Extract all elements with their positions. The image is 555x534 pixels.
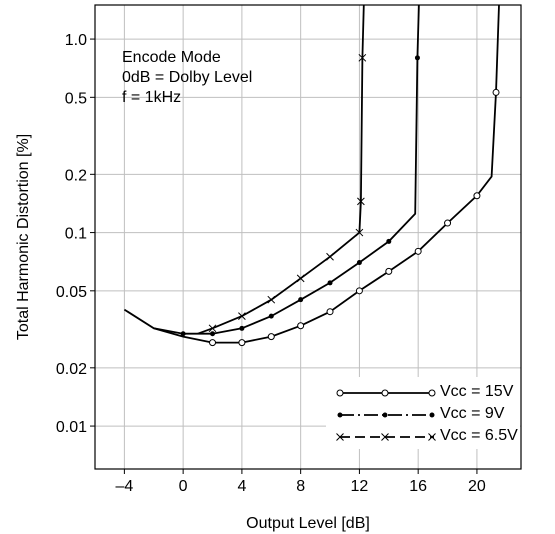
data-point-6-5v [296,274,305,283]
data-point-9v [386,238,392,244]
legend-marker-15v [336,389,344,397]
legend-marker-6-5v [428,433,436,441]
data-point-9v [239,325,245,331]
data-point-6-5v [267,295,276,304]
data-point-9v [327,280,333,286]
x-tick-label: 20 [468,478,486,495]
y-tick-label: 0.1 [65,226,87,243]
annotation-dolby-level: 0dB = Dolby Level [122,69,253,86]
plot-frame [94,4,522,470]
y-tick-label: 0.02 [56,361,87,378]
legend-marker-9v [382,412,388,418]
data-point-15v [209,339,217,347]
x-tick-label: 16 [409,478,427,495]
series-line-6-5v [197,5,365,335]
y-axis-label: Total Harmonic Distortion [%] [15,134,32,340]
data-point-9v [210,331,216,337]
data-point-15v [267,333,275,341]
y-tick-label: 1.0 [65,32,87,49]
annotation-encode-mode: Encode Mode [122,49,221,66]
annotation-frequency: f = 1kHz [122,89,182,106]
data-point-9v [414,55,420,61]
y-tick-label: 0.01 [56,419,87,436]
data-point-6-5v [208,324,217,333]
legend-marker-15v [381,389,389,397]
data-point-15v [492,88,500,96]
legend-marker-15v [428,389,436,397]
x-tick-label: 4 [237,478,246,495]
y-tick-label: 0.2 [65,167,87,184]
series-line-15v [123,5,500,344]
data-point-9v [356,260,362,266]
legend-label-6-5v: Vcc = 6.5V [440,427,518,444]
x-tick-label: 0 [179,478,188,495]
x-tick-label: –4 [115,478,133,495]
y-tick-label: 0.5 [65,90,87,107]
data-point-6-5v [357,197,365,206]
data-point-15v [326,308,334,316]
data-point-9v [298,297,304,303]
data-point-6-5v [355,228,364,237]
legend-label-9v: Vcc = 9V [440,405,505,422]
legend-marker-6-5v [336,433,344,441]
legend-marker-6-5v [381,433,389,441]
data-point-15v [473,192,481,200]
data-point-6-5v [358,53,367,62]
legend-marker-9v [429,412,435,418]
data-point-15v [444,219,452,227]
data-point-15v [238,339,246,347]
series-line-9v [153,5,420,335]
data-point-9v [268,313,274,319]
data-point-15v [297,322,305,330]
y-tick-label: 0.05 [56,284,87,301]
data-point-15v [385,267,393,275]
data-point-15v [355,287,363,295]
legend-label-15v: Vcc = 15V [440,383,514,400]
data-point-6-5v [326,252,334,261]
data-point-9v [180,331,186,337]
data-point-6-5v [238,312,246,320]
x-tick-label: 12 [351,478,369,495]
x-tick-label: 8 [296,478,305,495]
x-axis-label: Output Level [dB] [246,515,370,532]
data-point-15v [414,247,422,255]
legend-marker-9v [337,412,343,418]
